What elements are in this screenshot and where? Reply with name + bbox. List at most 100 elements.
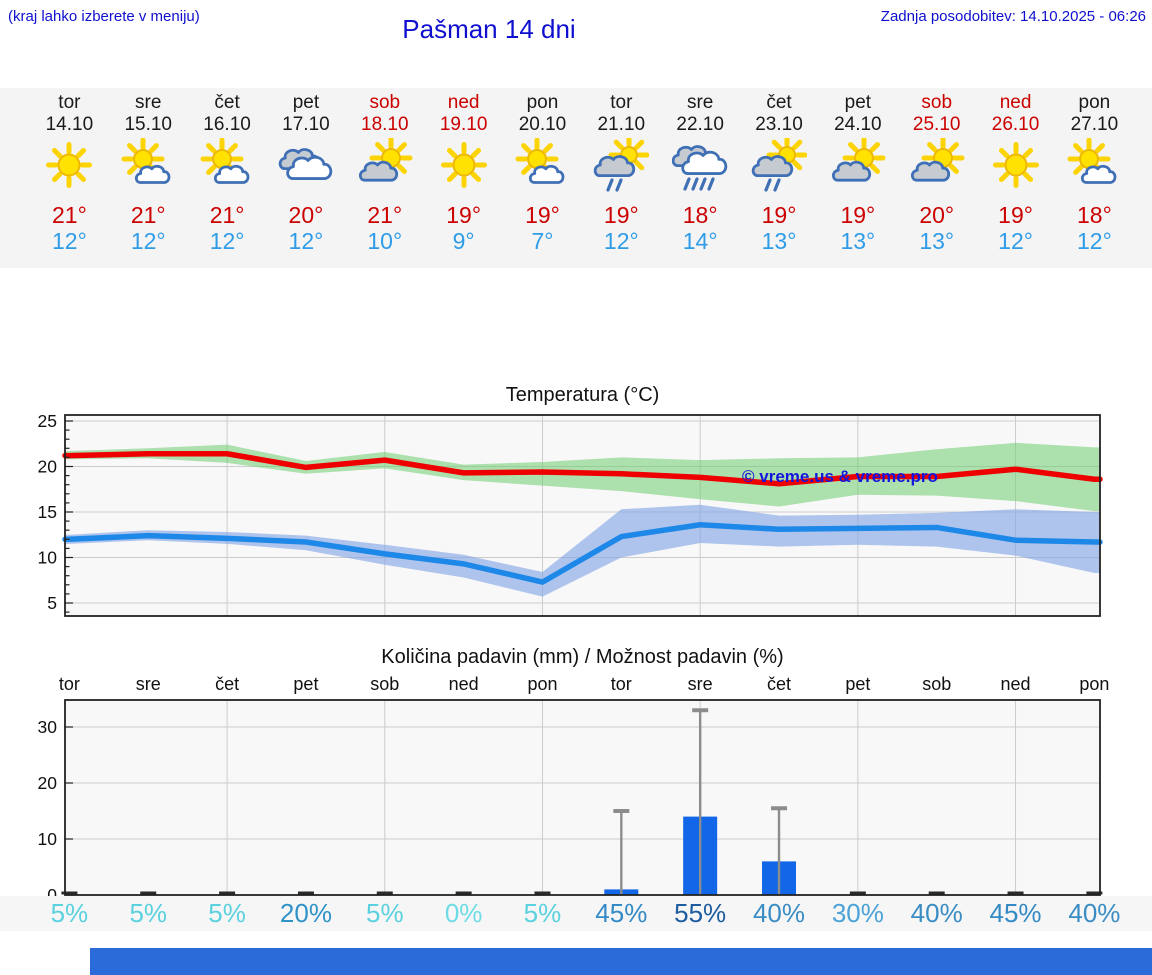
low-temp: 7°: [531, 228, 554, 254]
sun-rain-icon: [580, 134, 662, 196]
cloud-sun-icon: [817, 136, 899, 196]
svg-text:10: 10: [38, 829, 58, 849]
forecast-day-26.10: ned 26.10 19° 12°: [975, 92, 1057, 254]
high-temp: 20°: [919, 202, 955, 228]
weekday-label: pet: [844, 92, 872, 113]
forecast-day-22.10: sre 22.10 18° 14°: [659, 92, 741, 254]
cloud-sun-icon: [344, 136, 426, 196]
date-label: 20.10: [518, 114, 567, 135]
partly-cloudy-icon: [107, 137, 189, 196]
high-temp: 19°: [998, 202, 1033, 228]
precipitation-chart-title: Količina padavin (mm) / Možnost padavin …: [381, 646, 784, 668]
low-temp: 13°: [840, 228, 876, 254]
high-temp: 21°: [209, 202, 245, 228]
date-label: 17.10: [282, 114, 330, 135]
weekday-label: sob: [921, 92, 953, 113]
low-temp: 12°: [1077, 228, 1112, 254]
svg-text:0: 0: [47, 885, 57, 899]
low-temp: 12°: [288, 228, 324, 254]
low-temp: 12°: [603, 228, 639, 254]
svg-text:10: 10: [38, 548, 58, 568]
sunny-icon: [423, 138, 505, 196]
high-temp: 19°: [761, 202, 797, 228]
forecast-day-24.10: pet 24.10 19° 13°: [817, 92, 899, 254]
menu-hint-text: (kraj lahko izberete v meniju): [8, 8, 200, 25]
high-temp: 21°: [52, 202, 87, 228]
forecast-day-16.10: čet 16.10 21° 12°: [186, 92, 268, 254]
precip-day-label: pet: [845, 674, 871, 694]
precip-probability: 40%: [1068, 898, 1121, 928]
precip-day-label: tor: [610, 674, 632, 694]
forecast-day-19.10: ned 19.10 19° 9°: [423, 92, 505, 254]
high-temp: 20°: [288, 202, 324, 228]
precipitation-chart: 0 10 20 30: [38, 699, 1103, 899]
partly-cloudy-icon: [186, 137, 268, 196]
watermark-text: © vreme.us & vreme.pro: [742, 467, 938, 486]
weekday-label: sre: [686, 92, 714, 113]
precip-probability: 5%: [365, 898, 404, 928]
high-temp: 18°: [682, 202, 718, 228]
forecast-day-27.10: pon 27.10 18° 12°: [1053, 92, 1135, 254]
weekday-label: ned: [999, 92, 1032, 113]
partly-cloudy-icon: [1053, 137, 1135, 196]
forecast-day-23.10: čet 23.10 19° 13°: [738, 92, 820, 254]
date-label: 19.10: [439, 114, 488, 135]
low-temp: 14°: [682, 228, 718, 254]
precip-day-label: čet: [215, 674, 240, 694]
svg-text:5: 5: [47, 593, 57, 613]
cloud-sun-icon: [896, 136, 978, 196]
weekday-label: ned: [447, 92, 480, 113]
forecast-day-25.10: sob 25.10 20° 13°: [896, 92, 978, 254]
forecast-day-21.10: tor 21.10 19° 12°: [580, 92, 662, 254]
weekday-label: pet: [292, 92, 320, 113]
precip-day-label: tor: [58, 674, 80, 694]
svg-text:15: 15: [38, 502, 57, 522]
date-label: 14.10: [45, 114, 94, 135]
low-temp: 12°: [130, 228, 166, 254]
high-temp: 18°: [1077, 202, 1112, 228]
weekday-label: pon: [526, 92, 559, 113]
low-temp: 13°: [761, 228, 797, 254]
date-label: 25.10: [912, 114, 961, 135]
precip-day-label: pon: [1079, 674, 1110, 694]
high-temp: 21°: [367, 202, 403, 228]
precip-probability: 5%: [208, 898, 246, 928]
weekday-label: čet: [766, 92, 792, 113]
low-temp: 12°: [52, 228, 87, 254]
precip-probability: 5%: [129, 898, 168, 928]
low-temp: 10°: [367, 228, 403, 254]
precip-day-label: sre: [135, 674, 161, 694]
rain-icon: [659, 138, 741, 196]
precip-probability: 55%: [674, 898, 727, 928]
weekday-label: sre: [135, 92, 162, 113]
precip-day-label: čet: [766, 674, 791, 694]
weekday-label: tor: [610, 92, 633, 113]
high-temp: 19°: [446, 202, 482, 228]
precip-probability: 30%: [831, 898, 884, 928]
date-label: 18.10: [361, 114, 409, 135]
weekday-label: sob: [369, 92, 401, 113]
low-temp: 12°: [998, 228, 1033, 254]
date-label: 23.10: [755, 114, 803, 135]
precip-probability: 45%: [989, 898, 1042, 928]
date-label: 22.10: [676, 114, 724, 135]
probability-row-background: [0, 896, 1152, 931]
date-label: 21.10: [597, 114, 646, 135]
date-label: 27.10: [1070, 114, 1119, 135]
precip-probability: 40%: [752, 898, 806, 928]
svg-text:20: 20: [38, 773, 58, 793]
precip-probability: 20%: [279, 898, 332, 928]
cloudy-icon: [265, 138, 347, 196]
high-temp: 19°: [603, 202, 639, 228]
svg-text:20: 20: [38, 457, 58, 477]
precip-day-label: sob: [922, 674, 952, 694]
weekday-label: čet: [214, 92, 240, 113]
high-temp: 19°: [840, 202, 876, 228]
temperature-chart-title: Temperatura (°C): [505, 384, 660, 406]
low-temp: 9°: [452, 228, 475, 254]
date-label: 15.10: [124, 114, 172, 135]
precip-day-label: sre: [687, 674, 713, 694]
date-label: 26.10: [991, 114, 1040, 135]
date-label: 16.10: [203, 114, 251, 135]
